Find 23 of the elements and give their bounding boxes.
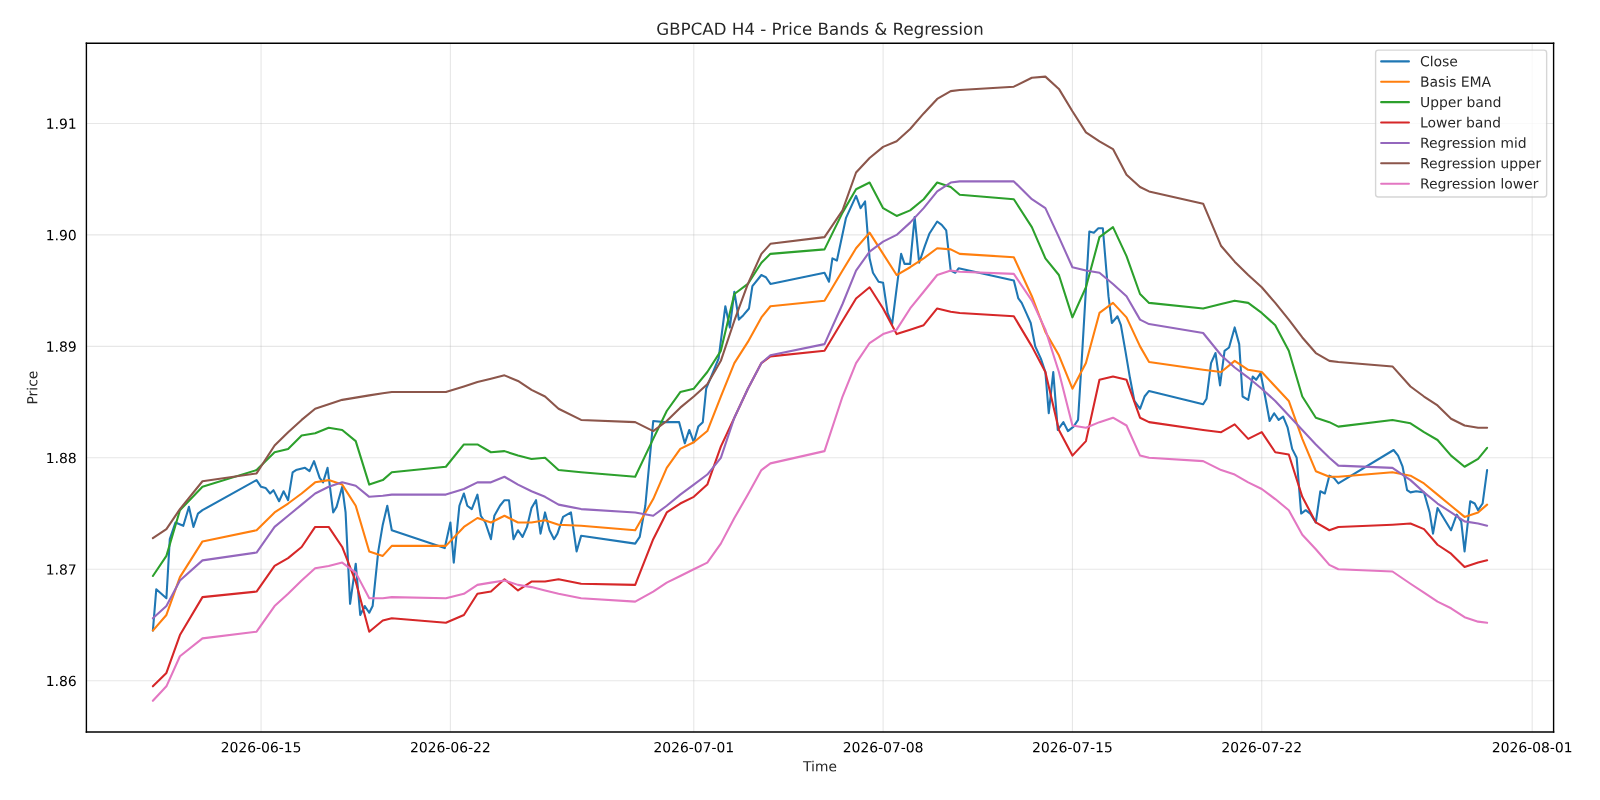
legend-label: Regression lower [1421,178,1539,192]
legend-label: Regression upper [1421,157,1542,172]
y-tick-label: 1.88 [47,452,76,464]
x-tick-label: 2026-07-01 [654,741,733,753]
x-tick-label: 2026-07-08 [843,741,923,753]
x-tick-label: 2026-06-22 [411,741,490,753]
legend-label: Upper band [1421,96,1501,110]
y-tick-label: 1.90 [47,229,76,241]
x-axis-title: Time [802,760,837,772]
x-tick-label: 2026-06-15 [221,741,301,753]
x-tick-label: 2026-07-15 [1033,741,1112,753]
legend-label: Basis EMA [1421,76,1491,87]
legend-label: Regression mid [1421,137,1526,151]
y-tick-label: 1.86 [47,675,76,687]
chart-title: GBPCAD H4 - Price Bands & Regression [657,22,983,39]
y-tick-label: 1.91 [47,118,76,129]
legend-label: Lower band [1421,116,1500,128]
legend-label: Close [1420,55,1458,67]
y-tick-label: 1.87 [47,564,76,575]
y-tick-label: 1.89 [47,341,76,352]
x-tick-label: 2026-08-01 [1492,741,1572,753]
y-axis-title: Price [26,371,38,404]
x-tick-label: 2026-07-22 [1222,741,1301,753]
